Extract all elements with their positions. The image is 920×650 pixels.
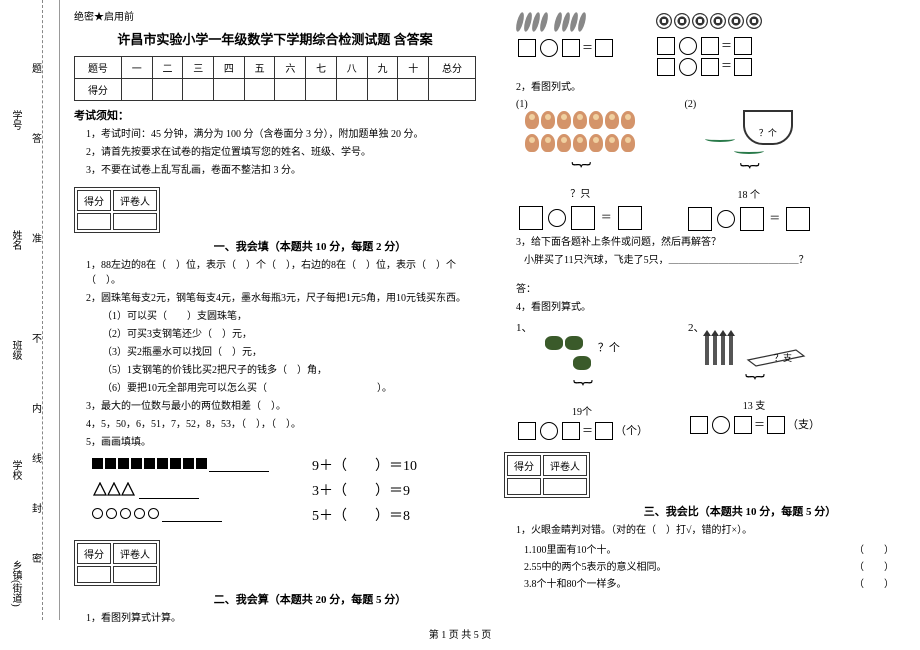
q1-2-1: （1）可以买（ ）支圆珠笔， xyxy=(102,309,476,324)
svg-text:？支: ？支 xyxy=(774,352,792,363)
marker-box-1: 得分评卷人 xyxy=(74,187,160,233)
label-2: (2) xyxy=(685,99,814,110)
q19: 19个 xyxy=(516,403,648,418)
eq1: 9＋（ ）＝10 xyxy=(312,455,417,475)
q1-2-2: （2）可买3支钢笔还少（ ）元， xyxy=(102,327,476,342)
q1-1: 1，88左边的8在（ ）位，表示（ ）个（ ），右边的8在（ ）位，表示（ ）个… xyxy=(86,258,476,288)
section3-title: 三、我会比（本题共 10 分，每题 5 分） xyxy=(574,503,906,519)
notice-1: 1，考试时间：45 分钟，满分为 100 分（含卷面分 3 分），附加题单独 2… xyxy=(86,127,476,142)
q1-2-5: （5）1支钢笔的价钱比买2把尺子的钱多（ ）角， xyxy=(102,363,476,378)
q13: 13 支 xyxy=(688,397,820,412)
margin-class: 班级 xyxy=(8,340,23,360)
seal-feng: 封 xyxy=(32,500,42,515)
section1-title: 一、我会填（本题共 10 分，每题 2 分） xyxy=(144,238,476,254)
q3-1: 1，火眼金睛判对错。（对的在（ ）打√，错的打×）。 xyxy=(516,523,906,538)
binding-margin: 乡镇(街道) 学校 班级 姓名 学号 密 封 线 内 不 准 答 题 xyxy=(0,0,60,620)
marker-box-2: 得分评卷人 xyxy=(74,540,160,586)
q2-4: 4，看图列算式。 xyxy=(516,300,906,315)
seal-ti: 题 xyxy=(32,60,42,75)
brace-icon-3: ︸ xyxy=(516,374,648,403)
margin-township: 乡镇(街道) xyxy=(8,560,23,607)
q1-2-6: （6）要把10元全部用完可以怎么买（ ）。 xyxy=(102,381,476,396)
left-column: 绝密★启用前 许昌市实验小学一年级数学下学期综合检测试题 含答案 题号 一 二 … xyxy=(60,0,490,620)
q1-5: 5，画画填填。 xyxy=(86,435,476,450)
brace-icon-4: ︸ xyxy=(688,368,820,397)
ans-label: 答： xyxy=(516,282,906,297)
seal-da: 答 xyxy=(32,130,42,145)
label-1: (1) xyxy=(516,99,645,110)
unit-ge: （个） xyxy=(615,425,648,437)
margin-name: 姓名 xyxy=(8,230,23,250)
q3-1-1: 1.100里面有10个十。（ ） xyxy=(524,541,894,556)
seal-mi: 密 xyxy=(32,550,42,565)
seal-zhun: 准 xyxy=(32,230,42,245)
shape-row-squares: 9＋（ ）＝10 xyxy=(92,455,476,475)
right-column: ＝ ＝ ＝ 2，看图列式。 (1) ︸ ？只 xyxy=(490,0,920,620)
q2-3: 3，给下面各题补上条件或问题，然后再解答？ xyxy=(516,235,906,250)
pumpkin-pencil-row: 1、 ？个 ︸ 19个 ＝（个） 2、 ？支 ︸ 13 支 ＝（支） xyxy=(516,319,906,440)
q1-4: 4，5，50，6，51，7，52，8，53，（ ），（ ）。 xyxy=(86,417,476,432)
feather-flower-row: ＝ ＝ ＝ xyxy=(516,12,906,76)
dashed-seal-line xyxy=(42,0,43,620)
monkey-basket-row: (1) ︸ ？只 ＝ (2) ？个 ︸ 18 个 ＝ xyxy=(516,99,906,231)
notice-3: 3，不要在试卷上乱写乱画，卷面不整洁扣 3 分。 xyxy=(86,163,476,178)
q2-4-1: 1、 xyxy=(516,319,648,335)
q-monkey: ？只 xyxy=(516,185,645,200)
shape-row-cir: 5＋（ ）＝8 xyxy=(92,505,476,525)
notice-2: 2，请首先按要求在试卷的指定位置填写您的姓名、班级、学号。 xyxy=(86,145,476,160)
unit-zhi: （支） xyxy=(787,419,820,431)
score-value-row: 得分 xyxy=(75,79,476,101)
q2-2: 2，看图列式。 xyxy=(516,80,906,95)
q2-1: 1，看图列算式计算。 xyxy=(86,611,476,626)
q1-2: 2，圆珠笔每支2元，钢笔每支4元，墨水每瓶3元，尺子每把1元5角，用10元钱买东… xyxy=(86,291,476,306)
q3-1-3: 3.8个十和80个一样多。（ ） xyxy=(524,575,894,590)
margin-id: 学号 xyxy=(8,110,23,130)
marker-box-3: 得分评卷人 xyxy=(504,452,590,498)
section2-title: 二、我会算（本题共 20 分，每题 5 分） xyxy=(144,591,476,607)
seal-bu: 不 xyxy=(32,330,42,345)
q1-3: 3，最大的一位数与最小的两位数相差（ ）。 xyxy=(86,399,476,414)
q-18: 18 个 xyxy=(685,186,814,201)
seal-xian: 线 xyxy=(32,450,42,465)
score-table: 题号 一 二 三 四 五 六 七 八 九 十 总分 得分 xyxy=(74,56,476,101)
score-header-row: 题号 一 二 三 四 五 六 七 八 九 十 总分 xyxy=(75,57,476,79)
brace-icon-2: ︸ xyxy=(685,157,814,186)
margin-school: 学校 xyxy=(8,460,23,480)
q3-1-2: 2.55中的两个5表示的意义相同。（ ） xyxy=(524,558,894,573)
exam-title: 许昌市实验小学一年级数学下学期综合检测试题 含答案 xyxy=(74,29,476,48)
seal-nei: 内 xyxy=(32,400,42,415)
secret-label: 绝密★启用前 xyxy=(74,8,476,23)
shape-row-tri: 3＋（ ）＝9 xyxy=(92,480,476,500)
eq3: 5＋（ ）＝8 xyxy=(312,505,410,525)
eq2: 3＋（ ）＝9 xyxy=(312,480,410,500)
q1-2-3: （3）买2瓶墨水可以找回（ ）元， xyxy=(102,345,476,360)
q2-3-text: 小胖买了11只汽球，飞走了5只，＿＿＿＿＿＿＿＿＿＿＿＿＿？ xyxy=(524,253,906,268)
brace-icon: ︸ xyxy=(516,156,645,185)
notice-head: 考试须知： xyxy=(74,107,476,123)
